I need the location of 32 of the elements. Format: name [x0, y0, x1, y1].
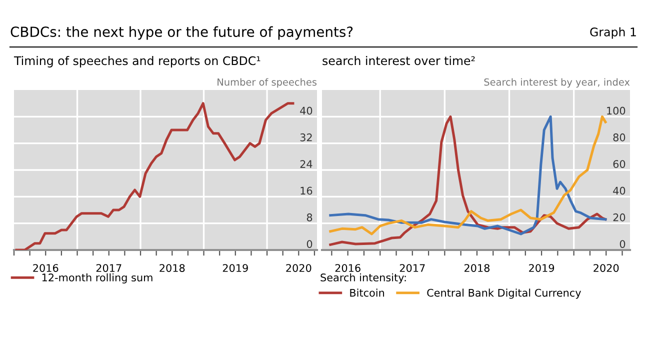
- y-tick-label: 20: [613, 213, 626, 222]
- x-tick-label: 2019: [529, 264, 554, 272]
- y-tick-label: 16: [300, 186, 312, 195]
- y-tick-label: 60: [613, 160, 626, 168]
- x-tick-label: 2020: [594, 264, 619, 272]
- legend-title: Search intensity:: [320, 273, 406, 284]
- y-tick-label: 0: [306, 240, 312, 248]
- x-tick-label: 2018: [464, 264, 490, 272]
- x-tick-label: 2016: [335, 264, 360, 272]
- x-tick-label: 2020: [286, 264, 312, 272]
- text: CBDCs: the next hype or the future of payments?: [10, 26, 353, 40]
- x-tick-label: 2018: [160, 264, 185, 272]
- x-tick-label: 2017: [400, 264, 425, 272]
- legend-label: Bitcoin: [350, 288, 384, 297]
- y-tick-label: 32: [300, 133, 312, 142]
- x-tick-label: 2019: [222, 264, 248, 272]
- x-tick-label: 2016: [33, 264, 58, 272]
- y-tick-label: 40: [300, 106, 312, 115]
- y-tick-label: 40: [613, 186, 626, 195]
- y-tick-label: 24: [300, 160, 312, 168]
- y-tick-label: 8: [306, 213, 312, 222]
- y-tick-label: 100: [607, 106, 626, 115]
- x-tick-label: 2017: [96, 264, 122, 272]
- y-axis-title: Search interest by year, index: [484, 78, 630, 88]
- y-tick-label: 80: [613, 133, 626, 142]
- legend-label: Central Bank Digital Currency: [427, 288, 581, 299]
- legend-label: 12-month rolling sum: [42, 273, 152, 284]
- chart-title: search interest over time²: [322, 56, 475, 66]
- y-tick-label: 0: [620, 240, 626, 248]
- y-axis-title: Number of speeches: [218, 78, 317, 88]
- chart-title: Timing of speeches and reports on CBDC¹: [14, 56, 260, 68]
- caption: Graph 1: [590, 27, 636, 39]
